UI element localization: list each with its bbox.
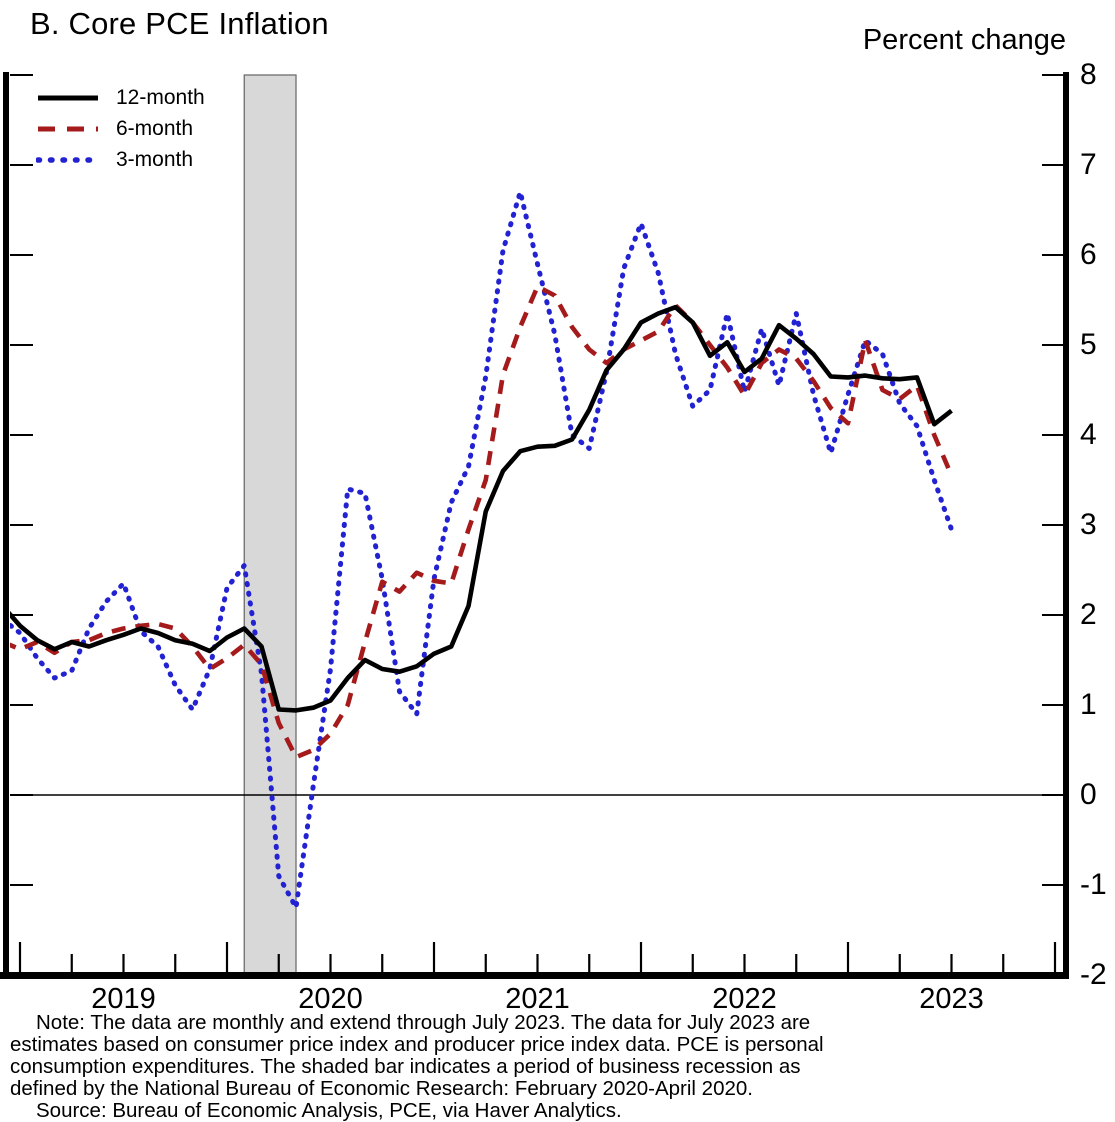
footnote-line: defined by the National Bureau of Econom… xyxy=(10,1077,753,1100)
x-axis-label-2020: 2020 xyxy=(298,983,363,1015)
chart-title: B. Core PCE Inflation xyxy=(30,6,329,41)
x-axis-label-2019: 2019 xyxy=(91,983,156,1015)
legend: 12-month 6-month 3-month xyxy=(36,82,205,175)
legend-label-12-month: 12-month xyxy=(116,85,205,109)
y-axis-label-5: 5 xyxy=(1080,328,1097,361)
left-spine xyxy=(3,72,9,978)
recession-band xyxy=(243,74,297,974)
dashed-line-swatch-icon xyxy=(38,126,98,131)
footnote-line: consumption expenditures. The shaded bar… xyxy=(10,1055,801,1078)
y-axis-label-1: 1 xyxy=(1080,688,1097,721)
x-axis-label-2022: 2022 xyxy=(712,983,777,1015)
footnote-line: Source: Bureau of Economic Analysis, PCE… xyxy=(36,1099,622,1122)
y-axis-label--2: -2 xyxy=(1080,958,1107,991)
y-axis-label-3: 3 xyxy=(1080,508,1097,541)
y-axis-label-7: 7 xyxy=(1080,148,1097,181)
legend-row-3-month: 3-month xyxy=(36,144,205,175)
legend-label-6-month: 6-month xyxy=(116,116,194,140)
y-axis-label-8: 8 xyxy=(1080,58,1097,91)
series-6-month-line xyxy=(10,284,954,760)
y-axis-label--1: -1 xyxy=(1080,868,1107,901)
right-spine xyxy=(1063,72,1069,978)
footnote-block: Note: The data are monthly and extend th… xyxy=(10,1012,1010,1122)
y-axis-label-6: 6 xyxy=(1080,238,1097,271)
y-axis-label-2: 2 xyxy=(1080,598,1097,631)
x-axis-label-2021: 2021 xyxy=(505,983,570,1015)
bottom-axis xyxy=(0,972,1069,979)
right-axis-unit-label: Percent change xyxy=(862,24,1066,56)
legend-label-3-month: 3-month xyxy=(116,147,194,171)
footnote-line: Note: The data are monthly and extend th… xyxy=(36,1011,811,1034)
solid-line-swatch-icon xyxy=(38,95,98,100)
y-axis-label-0: 0 xyxy=(1080,778,1097,811)
series-12-month-line xyxy=(10,304,953,713)
x-axis-label-2023: 2023 xyxy=(919,983,984,1015)
footnote-line: estimates based on consumer price index … xyxy=(10,1033,824,1056)
dotted-line-swatch-icon xyxy=(36,156,100,163)
y-axis-label-4: 4 xyxy=(1080,418,1097,451)
legend-row-6-month: 6-month xyxy=(36,113,205,144)
legend-row-12-month: 12-month xyxy=(36,82,205,113)
